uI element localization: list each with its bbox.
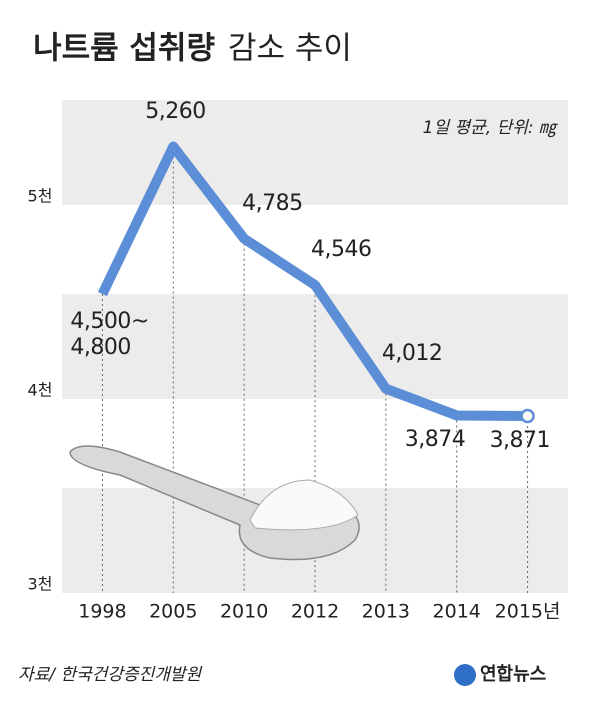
logo: 연합뉴스 bbox=[480, 663, 546, 685]
x-tick-label: 2014 bbox=[433, 601, 481, 623]
x-tick-label: 2012 bbox=[291, 601, 339, 623]
data-line bbox=[97, 141, 528, 422]
source: 자료/ 한국건강증진개발원 bbox=[18, 665, 203, 685]
band bbox=[62, 100, 568, 205]
value-label: 4,500~ 4,800 bbox=[70, 309, 149, 360]
end-point bbox=[520, 408, 535, 424]
x-tick-label: 1998 bbox=[78, 601, 126, 623]
chart-title: 나트륨 섭취량 bbox=[33, 31, 215, 67]
value-label: 4,012 bbox=[381, 340, 443, 366]
x-tick-label: 2013 bbox=[362, 601, 410, 623]
chart-title-light: 감소 추이 bbox=[228, 31, 352, 67]
value-label: 5,260 bbox=[145, 98, 206, 124]
value-label: 4,785 bbox=[242, 190, 303, 216]
value-label: 4,546 bbox=[311, 237, 372, 263]
x-tick-label: 2005 bbox=[149, 601, 197, 623]
value-label: 3,874 bbox=[404, 427, 466, 453]
x-tick-label: 2010 bbox=[220, 601, 268, 623]
y-tick-label: 3천 bbox=[28, 575, 53, 594]
spoon-illustration bbox=[69, 445, 360, 561]
y-tick-label: 5천 bbox=[28, 187, 53, 206]
subtitle: 1일 평균, 단위: ㎎ bbox=[423, 118, 558, 138]
logo-icon bbox=[454, 664, 476, 686]
x-tick-label: 2015년 bbox=[495, 601, 561, 623]
y-tick-label: 4천 bbox=[28, 381, 53, 400]
value-label: 3,871 bbox=[489, 428, 551, 454]
